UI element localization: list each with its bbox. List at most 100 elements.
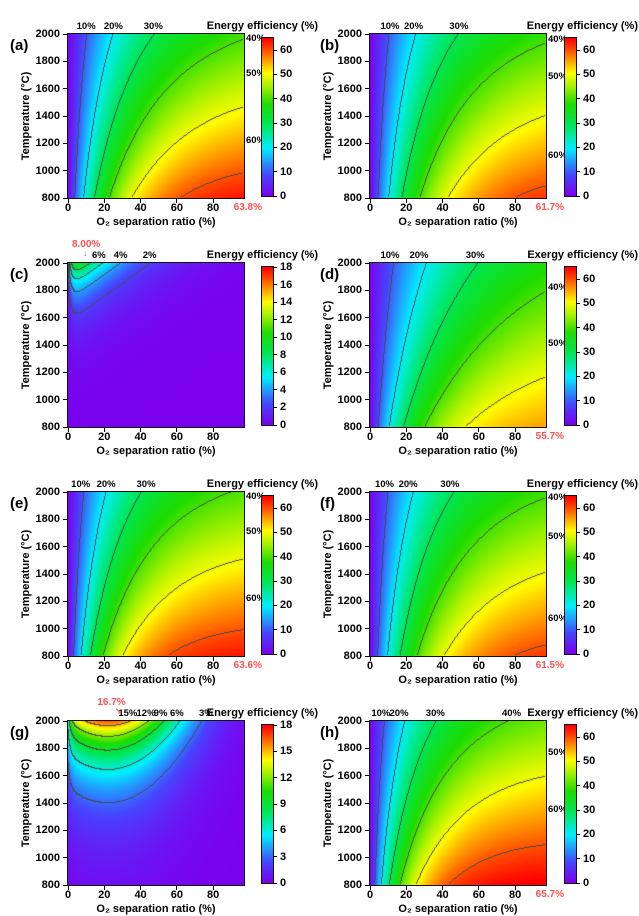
colorbar-tick-label: 40 — [583, 550, 596, 563]
colorbar-tick-mark — [576, 49, 580, 51]
y-tick-mark — [365, 289, 370, 291]
x-tick-label: 40 — [436, 431, 449, 443]
y-tick-label: 2000 — [35, 486, 60, 498]
x-tick-label: 60 — [472, 202, 485, 214]
x-tick-mark — [67, 427, 69, 432]
colorbar-tick-mark — [273, 803, 277, 805]
panel-letter-a: (a) — [10, 37, 29, 54]
y-tick-mark — [63, 600, 68, 602]
x-tick-label: 40 — [134, 202, 147, 214]
x-tick-label: 40 — [134, 431, 147, 443]
y-tick-label: 1200 — [35, 595, 60, 608]
contour-label-top: 20% — [103, 21, 123, 32]
colorbar-tick-label: 10 — [583, 165, 596, 178]
y-tick-label: 800 — [41, 879, 60, 891]
y-tick-label: 2000 — [337, 28, 362, 40]
y-tick-label: 800 — [41, 650, 60, 662]
y-tick-label: 1400 — [337, 797, 362, 809]
colorbar-canvas — [262, 38, 273, 196]
x-tick-mark — [176, 885, 178, 890]
contour-label-right: 50% — [548, 747, 568, 759]
x-tick-mark — [140, 427, 142, 432]
y-axis-title: Temperature (°C) — [321, 300, 334, 390]
contour-label-top: 20% — [398, 479, 418, 490]
colorbar-tick-mark — [273, 424, 277, 426]
colorbar-tick-label: 0 — [280, 419, 287, 431]
colorbar-tick-label: 10 — [583, 394, 596, 407]
y-tick-label: 1600 — [337, 82, 362, 95]
y-tick-mark — [63, 829, 68, 831]
colorbar-tick-mark — [576, 882, 580, 884]
colorbar-tick-label: 20 — [583, 828, 596, 841]
colorbar-tick-label: 30 — [280, 117, 293, 130]
colorbar-tick-label: 12 — [280, 313, 293, 326]
contour-label-top: 20% — [404, 21, 424, 32]
colorbar-tick-label: 40 — [583, 92, 596, 105]
colorbar-tick-mark — [576, 833, 580, 835]
max-annotation-label: 16.7% — [97, 697, 126, 708]
y-tick-label: 1800 — [337, 55, 362, 68]
y-tick-label: 1200 — [337, 137, 362, 150]
colorbar-tick-mark — [576, 351, 580, 353]
y-tick-mark — [365, 600, 370, 602]
y-tick-mark — [365, 518, 370, 520]
y-tick-label: 800 — [343, 650, 362, 662]
y-tick-mark — [365, 802, 370, 804]
colorbar-tick-mark — [273, 653, 277, 655]
x-tick-label: 60 — [170, 889, 183, 901]
y-tick-label: 1000 — [35, 164, 60, 177]
contour-label-right: 50% — [246, 68, 266, 79]
max-efficiency-label: 61.5% — [535, 660, 564, 671]
colorbar-tick-mark — [576, 785, 580, 787]
colorbar-tick-mark — [576, 424, 580, 426]
x-tick-label: 80 — [509, 202, 522, 214]
colorbar-tick-mark — [273, 301, 277, 303]
colorbar-tick-mark — [273, 556, 277, 558]
annotation-arrow-icon: ↓ — [83, 248, 88, 258]
colorbar-tick-mark — [576, 278, 580, 280]
colorbar-title: Exergy efficiency (%) — [527, 707, 638, 719]
y-tick-label: 1600 — [337, 311, 362, 324]
y-tick-mark — [63, 33, 68, 35]
y-tick-label: 1400 — [337, 110, 362, 122]
contour-label-top: 6% — [169, 708, 184, 719]
colorbar-tick-mark — [273, 531, 277, 533]
y-tick-mark — [365, 317, 370, 319]
y-tick-mark — [365, 88, 370, 90]
x-tick-mark — [369, 885, 371, 890]
colorbar-tick-mark — [576, 760, 580, 762]
y-tick-mark — [63, 573, 68, 575]
colorbar-tick-mark — [273, 604, 277, 606]
max-annotation-label: 8.00% — [71, 239, 101, 250]
y-tick-label: 1400 — [35, 339, 60, 351]
y-tick-mark — [365, 829, 370, 831]
contour-label-top: 30% — [440, 479, 460, 490]
x-tick-mark — [514, 427, 516, 432]
y-tick-mark — [63, 344, 68, 346]
colorbar-tick-mark — [273, 724, 277, 726]
x-axis-title: O₂ separation ratio (%) — [96, 445, 216, 457]
colorbar-frame — [564, 37, 577, 197]
y-tick-mark — [365, 546, 370, 548]
x-tick-label: 60 — [472, 660, 485, 672]
colorbar-tick-mark — [576, 858, 580, 860]
colorbar-frame — [564, 495, 577, 655]
y-tick-label: 1000 — [337, 164, 362, 177]
colorbar-tick-label: 20 — [583, 370, 596, 383]
colorbar-tick-mark — [576, 146, 580, 148]
y-tick-mark — [63, 371, 68, 373]
colorbar-canvas — [565, 725, 576, 883]
y-tick-label: 1000 — [337, 393, 362, 406]
y-tick-label: 1000 — [35, 393, 60, 406]
colorbar-tick-mark — [273, 49, 277, 51]
x-tick-label: 0 — [366, 660, 374, 672]
panel-e: (e) Energy efficiency (%) 800 1000 1200 1400 1… — [0, 458, 319, 687]
panel-letter-f: (f) — [320, 495, 335, 512]
x-tick-label: 60 — [170, 202, 183, 214]
y-tick-label: 1200 — [337, 366, 362, 379]
colorbar-tick-label: 20 — [583, 599, 596, 612]
y-axis-title: Temperature (°C) — [19, 529, 32, 619]
colorbar-tick-mark — [273, 354, 277, 356]
colorbar-tick-label: 30 — [583, 346, 596, 359]
x-tick-label: 0 — [366, 202, 374, 214]
